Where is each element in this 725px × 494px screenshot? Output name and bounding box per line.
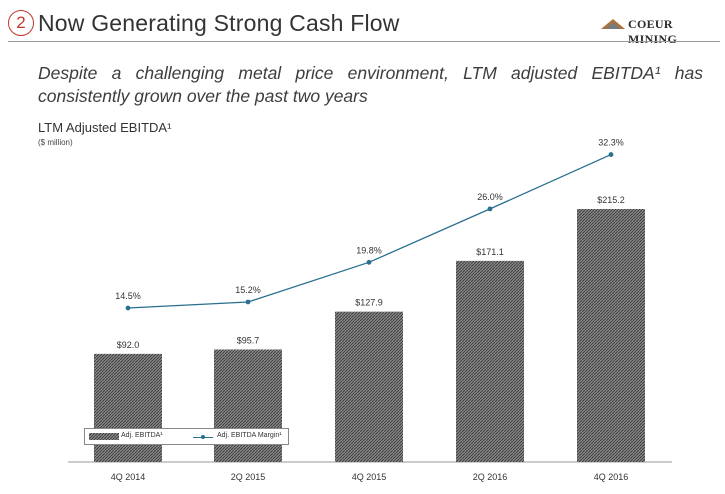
margin-point: [608, 152, 614, 157]
ebitda-bar: [335, 311, 403, 462]
legend-bar-swatch: [89, 433, 119, 440]
logo-mark-icon: [601, 19, 625, 29]
legend-dot-swatch: [201, 435, 205, 439]
company-logo: COEUR MINING: [600, 14, 720, 46]
margin-point: [487, 206, 493, 212]
logo-text: COEUR MINING: [628, 17, 678, 46]
margin-line: [127, 153, 612, 309]
chart-unit: ($ million): [38, 138, 73, 147]
margin-point: [366, 259, 372, 265]
chart-title: LTM Adjusted EBITDA¹: [38, 120, 172, 135]
margin-point: [245, 299, 251, 305]
margin-point-label: 14.5%: [115, 291, 141, 301]
x-tick-label: 2Q 2016: [473, 472, 508, 482]
ebitda-bar: [214, 349, 282, 462]
ebitda-bar-label: $127.9: [355, 298, 383, 308]
x-tick-label: 2Q 2015: [231, 472, 266, 482]
margin-point-label: 32.3%: [598, 138, 624, 148]
ebitda-bar-label: $95.7: [237, 335, 260, 345]
x-tick-label: 4Q 2016: [594, 472, 629, 482]
x-tick-label: 4Q 2015: [352, 472, 387, 482]
ebitda-bar-label: $215.2: [597, 195, 625, 205]
x-tick-label: 4Q 2014: [111, 472, 146, 482]
margin-point-label: 15.2%: [235, 285, 261, 295]
slide-subtitle: Despite a challenging metal price enviro…: [38, 63, 703, 106]
ebitda-bar: [94, 353, 162, 462]
legend-label-margin: Adj. EBITDA Margin¹: [217, 432, 282, 439]
margin-point-label: 19.8%: [356, 245, 382, 255]
chart-legend: Adj. EBITDA¹ Adj. EBITDA Margin¹: [84, 428, 289, 445]
title-divider: [8, 41, 720, 42]
margin-point: [125, 305, 131, 311]
slide-title: Now Generating Strong Cash Flow: [38, 10, 400, 36]
section-number-badge: 2: [8, 10, 34, 36]
margin-point-label: 26.0%: [477, 192, 503, 202]
ebitda-bar-label: $92.0: [117, 340, 140, 350]
title-row: 2 Now Generating Strong Cash Flow COEUR …: [0, 0, 725, 46]
ebitda-bar-label: $171.1: [476, 247, 504, 257]
ebitda-bar: [456, 260, 524, 462]
legend-label-ebitda: Adj. EBITDA¹: [121, 432, 163, 439]
ebitda-bar: [577, 209, 645, 462]
